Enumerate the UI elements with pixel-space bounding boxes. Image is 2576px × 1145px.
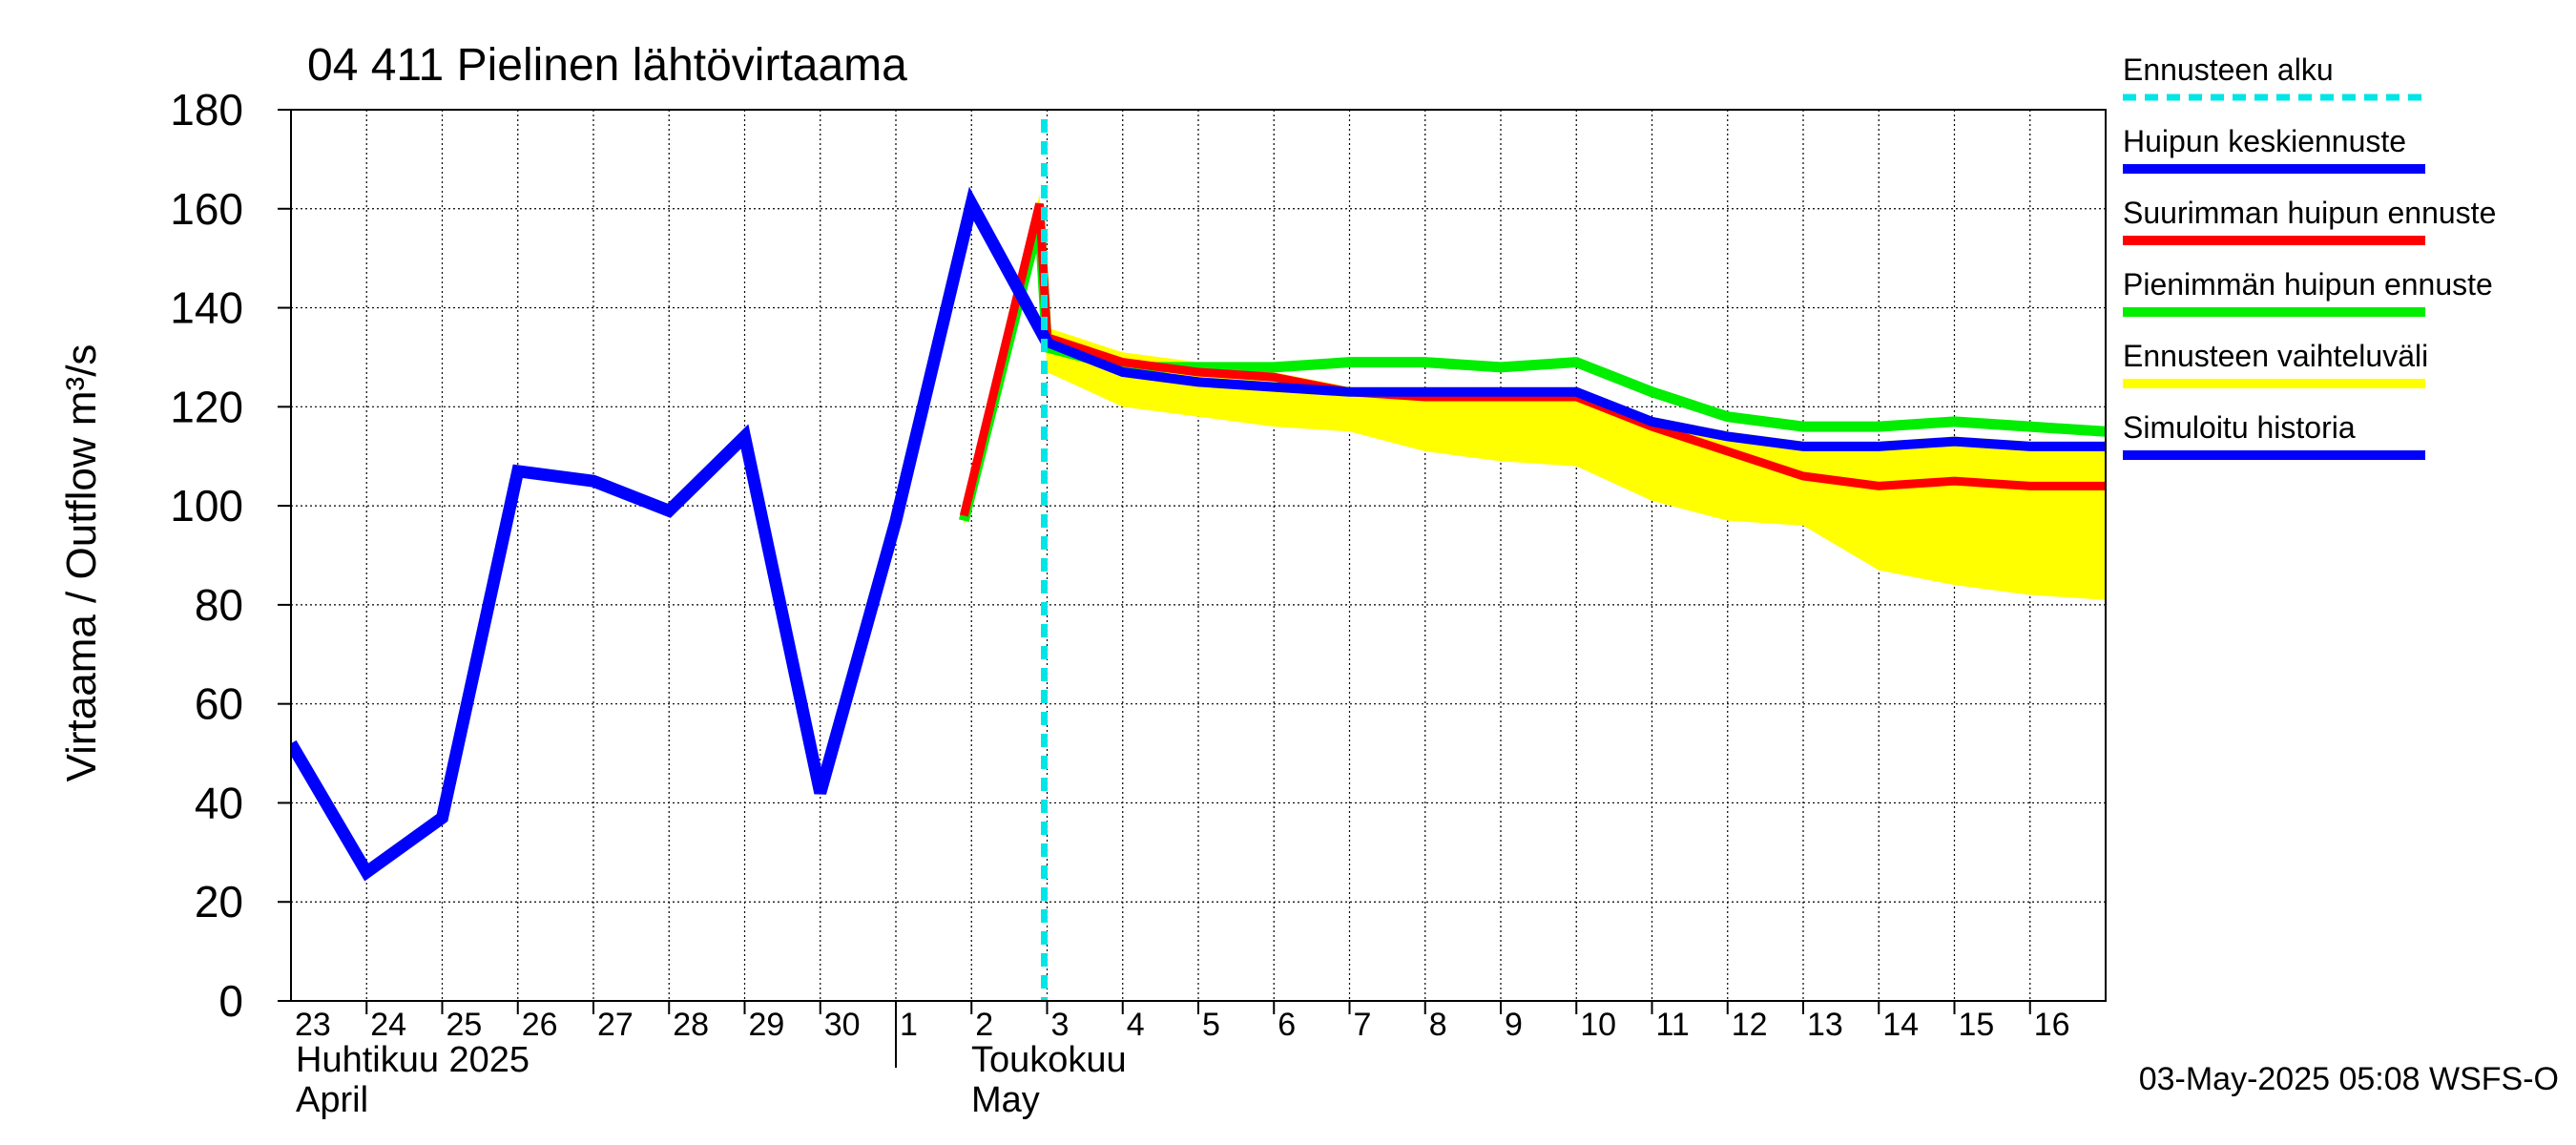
month-label-en: April (296, 1080, 368, 1120)
legend-min-peak-label: Pienimmän huipun ennuste (2123, 267, 2493, 302)
month-label: Toukokuu (971, 1040, 1127, 1080)
y-tick-label: 120 (170, 382, 243, 431)
legend: Ennusteen alku Huipun keskiennuste Suurimm… (2123, 52, 2496, 460)
grid (291, 110, 2106, 1001)
legend-mean-peak-label: Huipun keskiennuste (2123, 124, 2406, 158)
y-tick-label: 0 (218, 976, 243, 1026)
y-axis-label: Virtaama / Outflow m³/s (58, 344, 105, 782)
month-label: Huhtikuu 2025 (296, 1040, 530, 1080)
y-tick-label: 60 (195, 679, 243, 729)
x-tick-label: 16 (2034, 1007, 2070, 1043)
x-tick-label: 27 (597, 1007, 634, 1043)
legend-range-label: Ennusteen vaihteluväli (2123, 339, 2428, 373)
legend-forecast-start-label: Ennusteen alku (2123, 52, 2334, 87)
x-tick-label: 4 (1127, 1007, 1145, 1043)
x-tick-label: 25 (447, 1007, 483, 1043)
x-tick-label: 5 (1202, 1007, 1220, 1043)
x-tick-label: 7 (1354, 1007, 1372, 1043)
x-tick-label: 2 (975, 1007, 993, 1043)
x-tick-label: 24 (370, 1007, 406, 1043)
x-tick-label: 11 (1656, 1007, 1690, 1043)
chart-title: 04 411 Pielinen lähtövirtaama (307, 40, 907, 91)
x-tick-label: 23 (295, 1007, 331, 1043)
x-tick-label: 15 (1959, 1007, 1995, 1043)
x-tick-label: 13 (1807, 1007, 1843, 1043)
x-tick-label: 3 (1051, 1007, 1070, 1043)
x-tick-label: 12 (1732, 1007, 1768, 1043)
y-tick-label: 160 (170, 184, 243, 234)
footer-timestamp: 03-May-2025 05:08 WSFS-O (2139, 1061, 2559, 1097)
x-tick-label: 9 (1505, 1007, 1523, 1043)
legend-max-peak-label: Suurimman huipun ennuste (2123, 196, 2496, 230)
x-tick-label: 14 (1882, 1007, 1919, 1043)
x-tick-label: 1 (900, 1007, 918, 1043)
y-tick-label: 140 (170, 283, 243, 333)
legend-simulated-label: Simuloitu historia (2123, 410, 2356, 445)
y-tick-label: 180 (170, 85, 243, 135)
x-tick-label: 26 (522, 1007, 558, 1043)
mean-peak-forecast-line (1045, 338, 2106, 451)
y-tick-label: 40 (195, 778, 243, 827)
x-tick-label: 6 (1278, 1007, 1296, 1043)
y-tick-label: 20 (195, 877, 243, 926)
x-tick-label: 28 (673, 1007, 709, 1043)
max-peak-forecast-line (959, 202, 2106, 517)
x-tick-label: 30 (824, 1007, 861, 1043)
series-layer (291, 119, 2106, 1001)
simulated-history-line (291, 186, 1053, 882)
y-tick-label: 100 (170, 481, 243, 531)
x-tick-label: 8 (1429, 1007, 1447, 1043)
month-label-en: May (971, 1080, 1040, 1120)
x-tick-label: 29 (749, 1007, 785, 1043)
y-tick-label: 80 (195, 580, 243, 630)
x-tick-label: 10 (1580, 1007, 1616, 1043)
